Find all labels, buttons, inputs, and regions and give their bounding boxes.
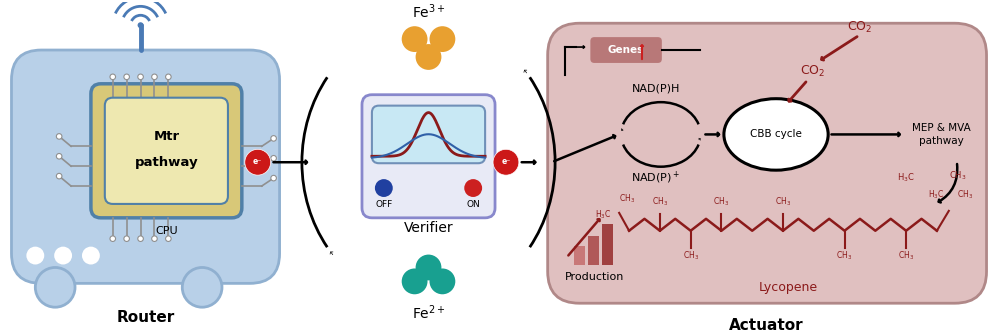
FancyBboxPatch shape (590, 37, 662, 63)
Circle shape (402, 26, 428, 52)
Circle shape (416, 44, 441, 70)
Circle shape (26, 247, 44, 265)
Circle shape (56, 173, 62, 179)
Circle shape (430, 26, 455, 52)
Circle shape (138, 22, 144, 28)
Text: CPU: CPU (155, 226, 178, 236)
Text: NAD(P)H: NAD(P)H (632, 84, 680, 94)
Circle shape (182, 267, 222, 307)
Text: OFF: OFF (375, 200, 392, 209)
Circle shape (402, 268, 428, 294)
Circle shape (152, 236, 157, 242)
Text: CO$_2$: CO$_2$ (800, 64, 825, 79)
Circle shape (375, 179, 393, 197)
Circle shape (271, 136, 276, 141)
Text: MEP & MVA
pathway: MEP & MVA pathway (912, 123, 971, 146)
Circle shape (166, 74, 171, 80)
FancyBboxPatch shape (548, 23, 987, 303)
Text: H$_3$C: H$_3$C (897, 172, 915, 184)
Text: CH$_3$: CH$_3$ (957, 189, 973, 201)
Text: Verifier: Verifier (404, 221, 453, 235)
Circle shape (166, 236, 171, 242)
Circle shape (271, 155, 276, 161)
Circle shape (56, 153, 62, 159)
Circle shape (54, 247, 72, 265)
Text: e⁻: e⁻ (253, 157, 262, 166)
FancyBboxPatch shape (362, 95, 495, 218)
Bar (588, 236, 599, 266)
Text: H$_3$C: H$_3$C (595, 208, 611, 221)
Text: CH$_3$: CH$_3$ (898, 250, 914, 262)
Text: Genes: Genes (608, 45, 644, 55)
Circle shape (416, 255, 441, 280)
Circle shape (35, 267, 75, 307)
Circle shape (430, 268, 455, 294)
Text: CH$_3$: CH$_3$ (775, 195, 791, 208)
Circle shape (82, 247, 100, 265)
Circle shape (493, 149, 519, 175)
Text: Mtr: Mtr (153, 130, 179, 143)
FancyBboxPatch shape (105, 98, 228, 204)
Bar (602, 224, 613, 266)
Text: Fe$^{3+}$: Fe$^{3+}$ (412, 2, 445, 21)
FancyBboxPatch shape (11, 50, 280, 283)
Text: pathway: pathway (135, 156, 198, 169)
Ellipse shape (724, 99, 828, 170)
Text: CO$_2$: CO$_2$ (847, 20, 872, 35)
Text: CH$_3$: CH$_3$ (713, 195, 730, 208)
FancyBboxPatch shape (91, 84, 242, 218)
Circle shape (124, 74, 129, 80)
Text: CBB cycle: CBB cycle (750, 129, 802, 139)
Circle shape (152, 74, 157, 80)
Circle shape (138, 74, 143, 80)
Circle shape (124, 236, 129, 242)
Text: Lycopene: Lycopene (758, 281, 818, 294)
Text: Actuator: Actuator (729, 318, 803, 333)
FancyBboxPatch shape (372, 106, 485, 163)
Text: ON: ON (466, 200, 480, 209)
Text: Router: Router (116, 310, 175, 325)
Text: CH$_3$: CH$_3$ (836, 250, 853, 262)
Circle shape (245, 149, 271, 175)
Circle shape (56, 134, 62, 139)
Text: H$_3$C: H$_3$C (928, 189, 945, 201)
Text: CH$_3$: CH$_3$ (949, 170, 966, 182)
Circle shape (464, 179, 482, 197)
Circle shape (271, 175, 276, 181)
Text: e⁻: e⁻ (501, 157, 511, 166)
Circle shape (110, 236, 116, 242)
Text: Production: Production (565, 272, 624, 282)
Circle shape (138, 236, 143, 242)
Text: NAD(P)$^+$: NAD(P)$^+$ (631, 170, 680, 186)
Text: CH$_3$: CH$_3$ (619, 192, 635, 205)
Bar (574, 246, 585, 266)
Text: CH$_3$: CH$_3$ (683, 250, 699, 262)
Circle shape (110, 74, 116, 80)
Text: CH$_3$: CH$_3$ (652, 195, 668, 208)
Text: Fe$^{2+}$: Fe$^{2+}$ (412, 304, 445, 323)
